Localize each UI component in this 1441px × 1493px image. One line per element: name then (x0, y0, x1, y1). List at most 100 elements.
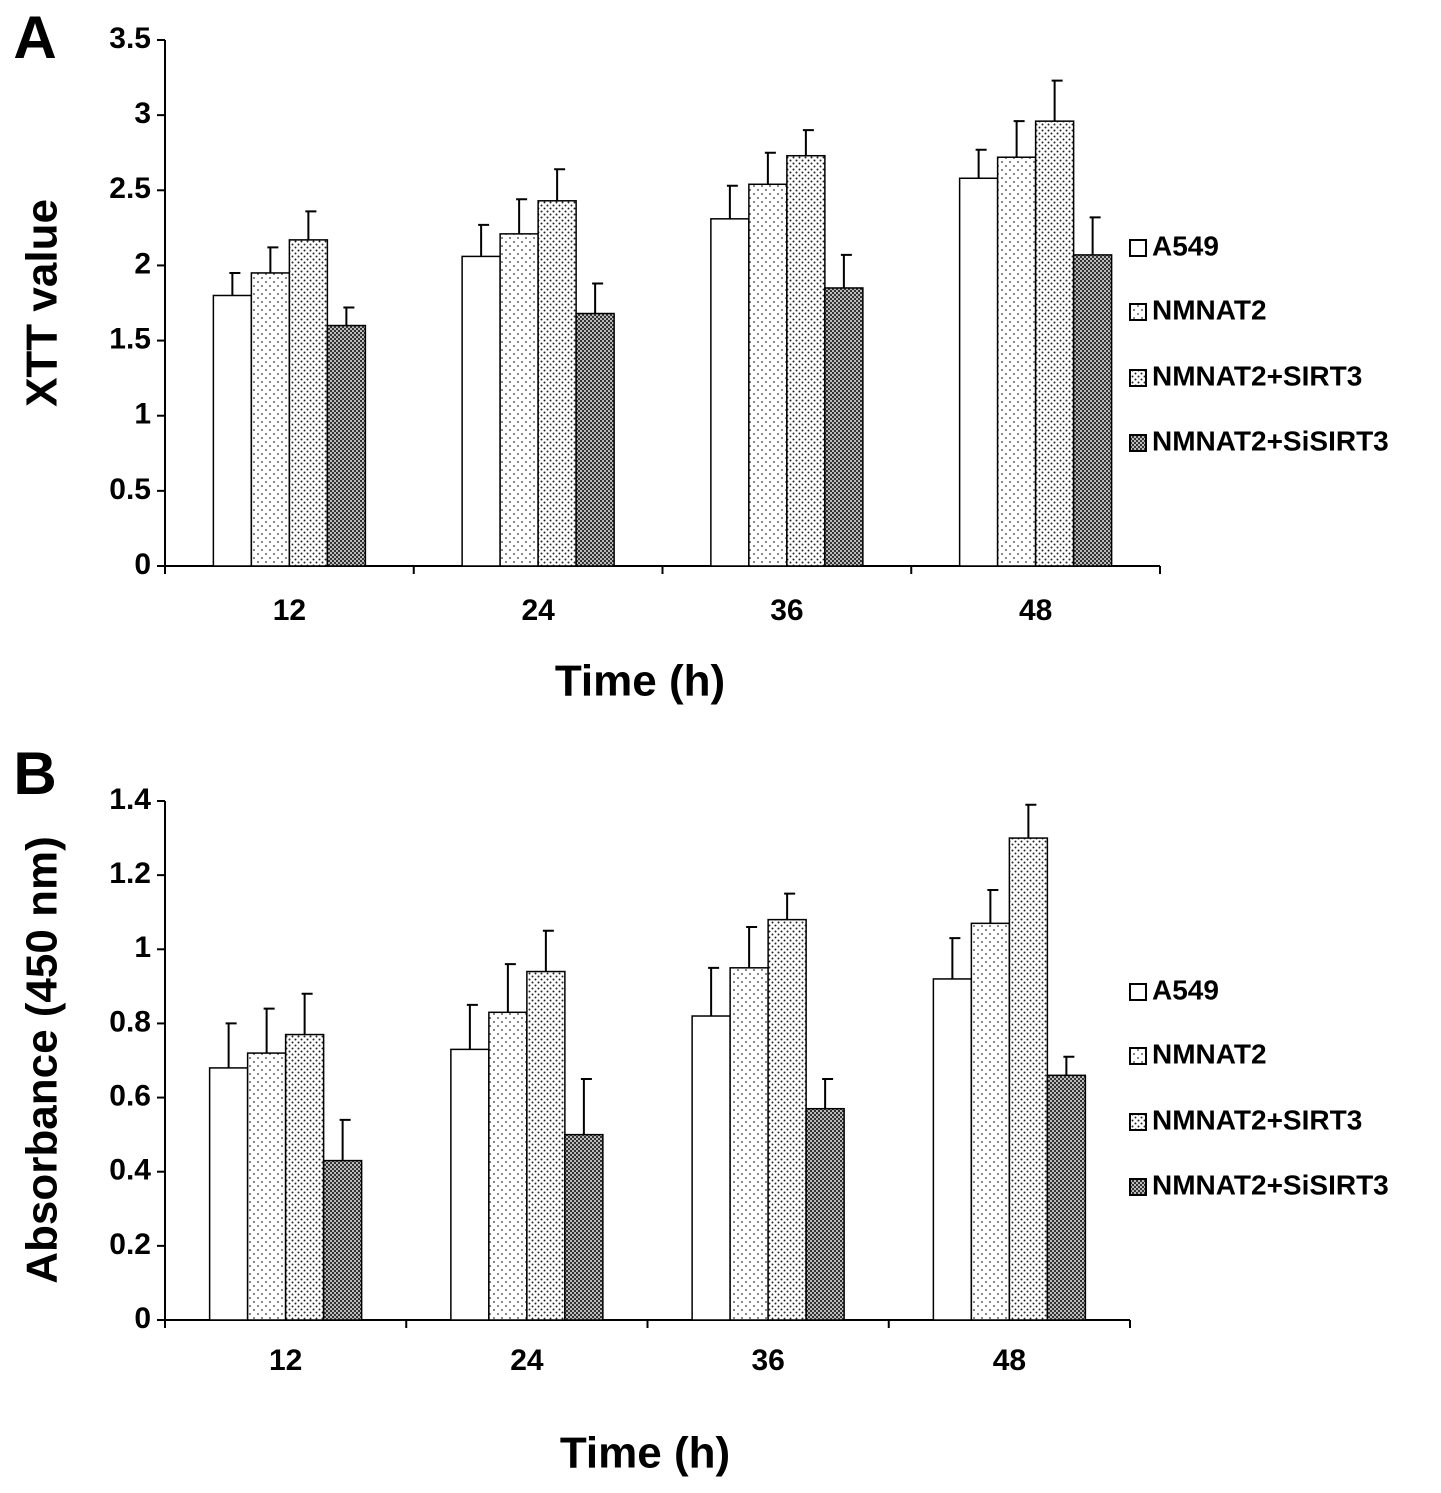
bar (461, 255, 501, 567)
panel-label: B (13, 740, 56, 807)
panel-label: A (13, 4, 56, 71)
error-bar (267, 246, 279, 273)
error-bar (478, 223, 490, 257)
y-tick-label: 0.6 (109, 1079, 151, 1112)
error-bar (554, 168, 566, 201)
legend-label: NMNAT2+SiSIRT3 (1152, 425, 1389, 456)
error-bar (822, 1078, 834, 1109)
error-bar (466, 1003, 478, 1050)
legend-swatch (1129, 303, 1147, 321)
bar (488, 1011, 528, 1321)
legend-swatch (1129, 434, 1147, 452)
legend-label: NMNAT2+SIRT3 (1152, 360, 1362, 391)
y-tick-label: 1 (134, 931, 151, 964)
bar (284, 1033, 325, 1321)
legend-label: NMNAT2 (1152, 1038, 1267, 1069)
legend-swatch (1129, 369, 1147, 387)
bar (212, 294, 253, 567)
bar (322, 1159, 363, 1321)
bar (958, 177, 999, 567)
error-bar (764, 151, 776, 185)
y-tick-label: 1.4 (109, 783, 151, 816)
bar (767, 918, 807, 1321)
error-bar (1089, 216, 1101, 255)
y-tick-label: 0.5 (109, 473, 151, 506)
bar (932, 978, 973, 1321)
legend-label: NMNAT2+SIRT3 (1152, 1104, 1362, 1135)
x-tick-label: 36 (751, 1344, 784, 1377)
legend-label: A549 (1152, 974, 1219, 1005)
bar (246, 1052, 287, 1321)
bar (326, 324, 367, 567)
bar (537, 200, 577, 567)
bar (824, 287, 864, 567)
x-tick-label: 48 (1019, 594, 1052, 627)
bar (1008, 837, 1049, 1321)
error-bar (802, 129, 814, 156)
error-bar (516, 198, 528, 234)
legend-swatch (1129, 1047, 1147, 1065)
error-bar (592, 282, 604, 314)
y-tick-label: 0.8 (109, 1005, 151, 1038)
y-axis-title: Absorbance (450 nm) (18, 836, 67, 1283)
legend-label: NMNAT2 (1152, 294, 1267, 325)
error-bar (1063, 1055, 1075, 1076)
y-tick-label: 2 (134, 247, 151, 280)
y-axis-title: XTT value (18, 199, 67, 407)
error-bar (343, 306, 355, 326)
y-tick-label: 0 (134, 1302, 151, 1335)
bar (1046, 1074, 1087, 1321)
error-bar (504, 963, 516, 1013)
bar (564, 1133, 604, 1321)
legend-swatch (1129, 1113, 1147, 1131)
legend-swatch (1129, 983, 1147, 1001)
error-bar (987, 888, 999, 924)
error-bar (225, 1022, 237, 1068)
bar (1072, 254, 1113, 567)
error-bar (726, 184, 738, 219)
x-tick-label: 12 (273, 594, 306, 627)
legend-label: A549 (1152, 230, 1219, 261)
y-tick-label: 2.5 (109, 172, 151, 205)
x-tick-label: 48 (993, 1344, 1026, 1377)
y-tick-label: 3 (134, 97, 151, 130)
error-bar (949, 937, 961, 979)
bar (805, 1107, 845, 1321)
bar (710, 218, 750, 567)
error-bar (840, 253, 852, 288)
y-tick-label: 0 (134, 548, 151, 581)
bar (1034, 120, 1075, 567)
y-tick-label: 1 (134, 398, 151, 431)
bar (250, 272, 291, 567)
y-tick-label: 1.2 (109, 857, 151, 890)
bar (748, 183, 788, 567)
error-bar (784, 892, 796, 920)
x-tick-label: 36 (770, 594, 803, 627)
x-tick-label: 12 (269, 1344, 302, 1377)
bar (288, 239, 329, 567)
y-tick-label: 0.4 (109, 1154, 151, 1187)
bar (208, 1067, 249, 1321)
x-tick-label: 24 (510, 1344, 544, 1377)
bar (575, 312, 615, 567)
bar (729, 967, 769, 1321)
legend-label: NMNAT2+SiSIRT3 (1152, 1169, 1389, 1200)
y-tick-label: 3.5 (109, 22, 151, 55)
error-bar (1025, 803, 1037, 839)
bar (526, 970, 566, 1321)
bar (970, 922, 1011, 1321)
x-axis-title: Time (h) (560, 1429, 730, 1478)
x-tick-label: 24 (521, 594, 555, 627)
legend-swatch (1129, 239, 1147, 257)
error-bar (542, 929, 554, 972)
y-tick-label: 1.5 (109, 322, 151, 355)
bar (691, 1015, 731, 1321)
error-bar (975, 148, 987, 179)
bar (450, 1048, 490, 1321)
error-bar (229, 271, 241, 296)
error-bar (708, 966, 720, 1017)
error-bar (580, 1078, 592, 1135)
error-bar (339, 1118, 351, 1161)
error-bar (263, 1007, 275, 1054)
bar (786, 154, 826, 567)
